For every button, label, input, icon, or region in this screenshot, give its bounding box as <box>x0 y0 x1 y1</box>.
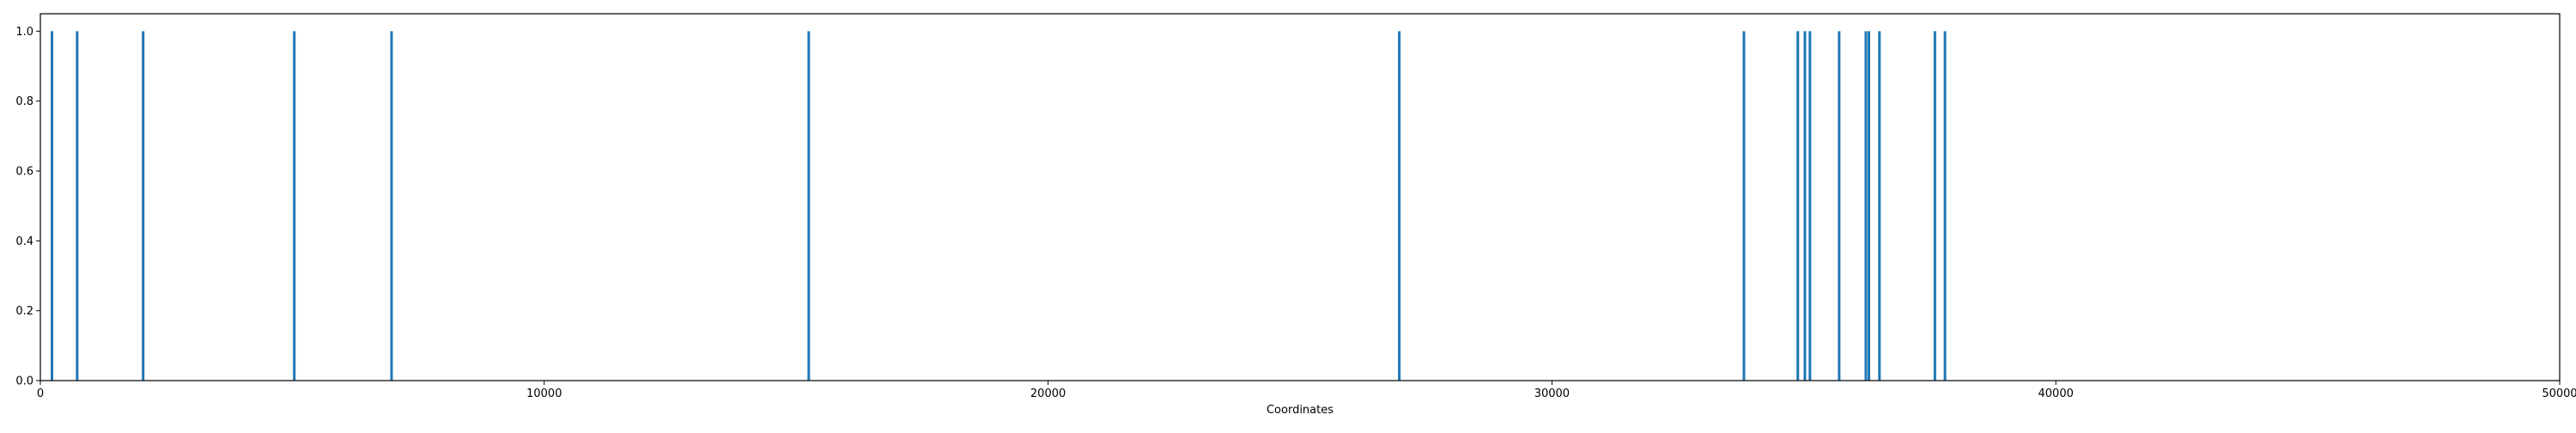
y-tick-label-1: 0.2 <box>15 305 33 318</box>
bar-1 <box>76 31 79 381</box>
bars-layer <box>51 31 1947 381</box>
y-tick-label-3: 0.6 <box>15 166 33 179</box>
bar-2 <box>142 31 145 381</box>
bar-3 <box>293 31 296 381</box>
bar-6 <box>1398 31 1401 381</box>
x-tick-label-0: 0 <box>37 387 44 400</box>
bar-15 <box>1933 31 1936 381</box>
bar-12 <box>1864 31 1868 381</box>
bar-14 <box>1878 31 1881 381</box>
y-tick-label-4: 0.8 <box>15 95 33 108</box>
x-axis-label: Coordinates <box>1267 404 1334 417</box>
ticks-layer: 0 10000 20000 30000 40000 50000 0.0 0.2 0.4 0.6 0.… <box>15 26 2576 400</box>
y-tick-label-2: 0.4 <box>15 235 33 248</box>
axes-frame <box>39 13 2561 381</box>
bar-9 <box>1803 31 1807 381</box>
bar-4 <box>390 31 393 381</box>
x-tick-label-3: 30000 <box>1534 387 1570 400</box>
bar-11 <box>1838 31 1841 381</box>
bar-16 <box>1943 31 1947 381</box>
y-tick-label-0: 0.0 <box>15 375 33 388</box>
bar-5 <box>807 31 811 381</box>
bar-13 <box>1868 31 1870 381</box>
x-tick-label-1: 10000 <box>526 387 562 400</box>
bar-8 <box>1796 31 1800 381</box>
x-tick-label-2: 20000 <box>1030 387 1066 400</box>
x-tick-label-4: 40000 <box>2038 387 2074 400</box>
bar-7 <box>1742 31 1746 381</box>
x-tick-label-5: 50000 <box>2542 387 2576 400</box>
bar-0 <box>51 31 53 381</box>
bar-10 <box>1808 31 1812 381</box>
y-tick-label-5: 1.0 <box>15 26 33 39</box>
